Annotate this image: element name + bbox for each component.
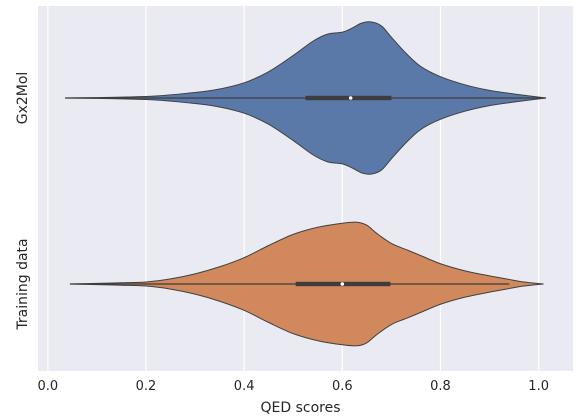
median-marker — [348, 96, 353, 100]
x-tick-label: 0.2 — [136, 379, 157, 394]
tick-labels: 0.0 0.2 0.4 0.6 0.8 1.0 — [37, 379, 549, 394]
x-tick-label: 0.4 — [234, 379, 255, 394]
category-labels: Gx2Mol Training data — [15, 72, 31, 331]
x-tick-label: 1.0 — [528, 379, 549, 394]
iqr-box — [305, 95, 392, 101]
category-label: Training data — [15, 238, 31, 330]
median-marker — [340, 282, 345, 286]
category-label: Gx2Mol — [15, 72, 31, 125]
box-layer — [64, 95, 547, 287]
x-tick-label: 0.0 — [37, 379, 58, 394]
x-axis-label: QED scores — [260, 400, 340, 416]
x-tick-label: 0.8 — [430, 379, 451, 394]
x-tick-label: 0.6 — [332, 379, 353, 394]
